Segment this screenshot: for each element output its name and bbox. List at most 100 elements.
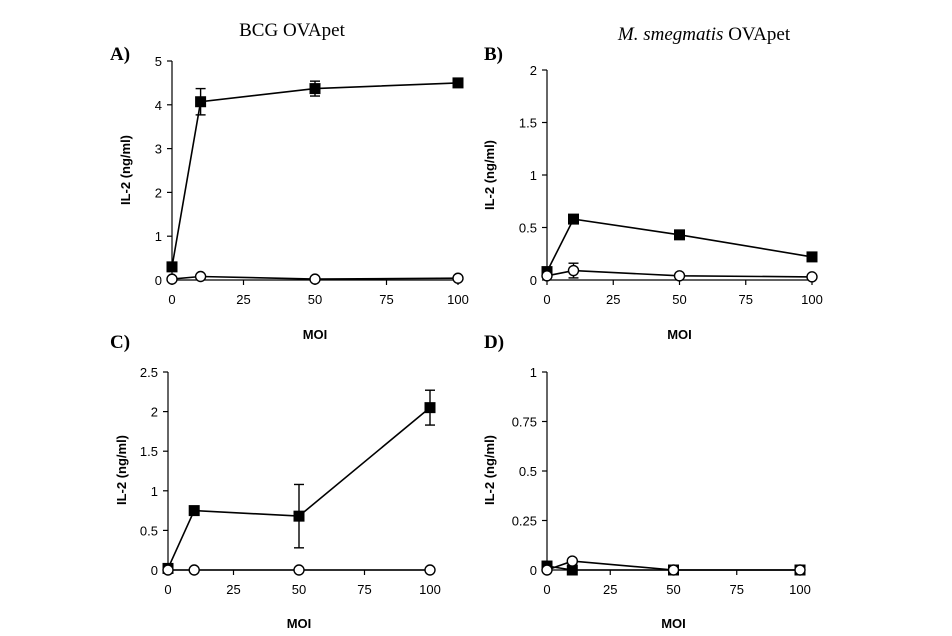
y-axis-title: IL-2 (ng/ml) bbox=[114, 435, 129, 505]
series-2 bbox=[541, 262, 818, 283]
data-point-circle bbox=[673, 270, 686, 282]
series-line bbox=[171, 275, 459, 280]
y-tick-label: 1.5 bbox=[140, 444, 158, 459]
data-point-square bbox=[293, 510, 305, 522]
y-tick-label: 0 bbox=[155, 273, 162, 288]
data-point-circle bbox=[166, 273, 178, 285]
x-tick-label: 50 bbox=[672, 292, 686, 307]
x-tick-label: 100 bbox=[419, 582, 441, 597]
y-tick-label: 1 bbox=[155, 229, 162, 244]
x-tick-label: 75 bbox=[357, 582, 371, 597]
panel-label: C) bbox=[110, 332, 130, 353]
x-tick-label: 50 bbox=[666, 582, 680, 597]
y-tick-label: 1 bbox=[530, 365, 537, 380]
y-tick-label: 2 bbox=[530, 63, 537, 78]
x-tick-label: 100 bbox=[789, 582, 811, 597]
x-tick-label: 100 bbox=[801, 292, 823, 307]
panel-label: B) bbox=[484, 44, 503, 65]
series-line bbox=[171, 82, 459, 268]
right-column-title-rest: OVApet bbox=[723, 24, 790, 45]
x-tick-label: 75 bbox=[379, 292, 393, 307]
data-point-square bbox=[806, 251, 818, 263]
series-1 bbox=[541, 213, 818, 278]
y-axis-title: IL-2 (ng/ml) bbox=[482, 140, 497, 210]
data-point-circle bbox=[162, 564, 174, 576]
x-tick-label: 0 bbox=[168, 292, 175, 307]
panel-label: D) bbox=[484, 332, 504, 353]
y-axis-title: IL-2 (ng/ml) bbox=[118, 135, 133, 205]
data-point-square bbox=[674, 229, 685, 241]
y-tick-label: 2 bbox=[155, 185, 162, 200]
data-point-square bbox=[568, 213, 579, 225]
data-point-square bbox=[424, 402, 436, 414]
y-tick-label: 0.25 bbox=[512, 514, 537, 529]
chart-panel-4: D) 0 0.25 0.5 0.75 1 0 25 50 75 100 MOI IL-2 (ng/ml) bbox=[482, 332, 811, 631]
x-tick-label: 0 bbox=[543, 292, 550, 307]
data-point-circle bbox=[806, 271, 818, 283]
series-line bbox=[167, 406, 431, 569]
panel-label: A) bbox=[110, 44, 130, 65]
y-tick-label: 0 bbox=[530, 563, 537, 578]
y-tick-label: 3 bbox=[155, 142, 162, 157]
series-line bbox=[546, 269, 813, 278]
x-tick-label: 50 bbox=[308, 292, 322, 307]
x-axis-title: MOI bbox=[287, 616, 312, 631]
data-point-circle bbox=[667, 564, 680, 576]
data-point-circle bbox=[452, 272, 464, 284]
y-tick-label: 2 bbox=[151, 405, 158, 420]
y-tick-label: 0.5 bbox=[519, 221, 537, 236]
data-point-circle bbox=[567, 264, 580, 277]
data-point-square bbox=[309, 83, 321, 95]
series-line bbox=[546, 218, 813, 272]
x-axis-title: MOI bbox=[667, 327, 692, 342]
data-point-circle bbox=[188, 564, 200, 576]
x-tick-label: 25 bbox=[236, 292, 250, 307]
data-point-circle bbox=[794, 564, 806, 576]
data-point-circle bbox=[566, 555, 578, 567]
data-point-circle bbox=[293, 564, 305, 576]
data-point-square bbox=[166, 261, 178, 273]
right-column-title-italic: M. smegmatis bbox=[617, 24, 724, 45]
right-column-title: M. smegmatis OVApet bbox=[617, 24, 791, 45]
data-point-square bbox=[195, 96, 207, 108]
y-tick-label: 0.75 bbox=[512, 415, 537, 430]
x-axis-title: MOI bbox=[661, 616, 686, 631]
x-axis-title: MOI bbox=[303, 327, 328, 342]
x-tick-label: 25 bbox=[603, 582, 617, 597]
y-tick-label: 0.5 bbox=[140, 523, 158, 538]
left-column-title: BCG OVApet bbox=[239, 20, 345, 41]
data-point-square bbox=[188, 505, 200, 517]
x-tick-label: 100 bbox=[447, 292, 469, 307]
y-tick-label: 0.5 bbox=[519, 464, 537, 479]
x-tick-label: 0 bbox=[164, 582, 171, 597]
y-tick-label: 1 bbox=[151, 484, 158, 499]
data-point-circle bbox=[541, 270, 553, 282]
y-tick-label: 4 bbox=[155, 98, 162, 113]
x-tick-label: 25 bbox=[606, 292, 620, 307]
data-point-circle bbox=[194, 270, 207, 283]
data-point-circle bbox=[424, 564, 436, 576]
data-point-circle bbox=[541, 564, 553, 576]
chart-panel-2: B) 0 0.5 1 1.5 2 0 25 50 75 100 MOI IL-2 (ng/ml) bbox=[482, 44, 823, 342]
y-tick-label: 5 bbox=[155, 54, 162, 69]
series-1 bbox=[162, 389, 436, 574]
y-tick-label: 0 bbox=[530, 273, 537, 288]
y-axis-title: IL-2 (ng/ml) bbox=[482, 435, 497, 505]
x-tick-label: 75 bbox=[739, 292, 753, 307]
chart-panel-3: C) 0 0.5 1 1.5 2 2.5 0 25 50 75 100 MOI IL-2 (ng/ml) bbox=[110, 332, 441, 631]
series-line bbox=[546, 560, 800, 571]
y-tick-label: 2.5 bbox=[140, 365, 158, 380]
y-tick-label: 0 bbox=[151, 563, 158, 578]
x-tick-label: 75 bbox=[730, 582, 744, 597]
x-tick-label: 50 bbox=[292, 582, 306, 597]
x-tick-label: 25 bbox=[226, 582, 240, 597]
y-tick-label: 1.5 bbox=[519, 116, 537, 131]
series-2 bbox=[166, 270, 464, 285]
y-tick-label: 1 bbox=[530, 168, 537, 183]
x-tick-label: 0 bbox=[543, 582, 550, 597]
data-point-circle bbox=[309, 273, 321, 285]
series-2 bbox=[162, 564, 436, 576]
